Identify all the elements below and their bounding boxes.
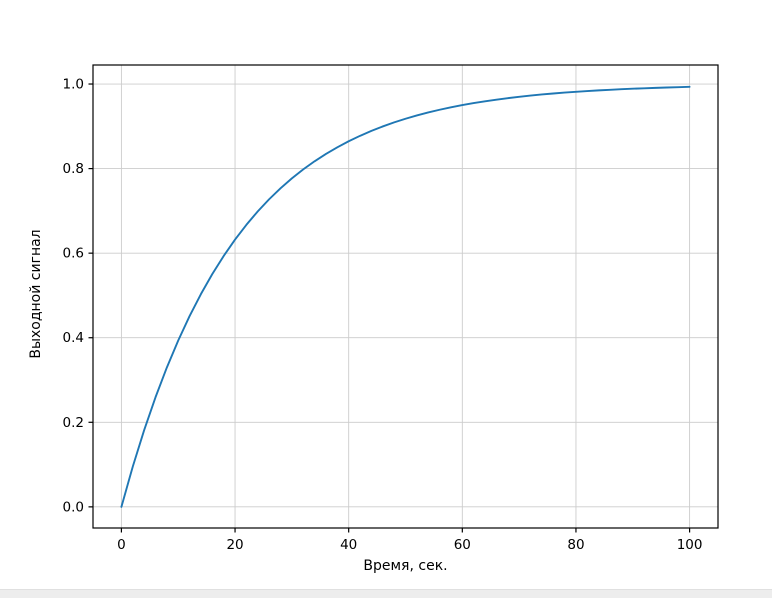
y-axis-label: Выходной сигнал: [28, 229, 44, 359]
y-tick-label: 0.8: [63, 161, 84, 177]
y-tick-label: 0.6: [63, 246, 84, 262]
bottom-strip: [0, 589, 772, 598]
y-tick-label: 0.0: [63, 499, 84, 515]
x-tick-label: 20: [226, 537, 243, 553]
x-tick-label: 0: [117, 537, 126, 553]
x-tick-label: 60: [454, 537, 471, 553]
y-tick-label: 1.0: [63, 77, 84, 93]
axes-border: [92, 64, 719, 529]
x-tick-label: 100: [677, 537, 703, 553]
data-line: [120, 85, 691, 508]
y-tick-label: 0.2: [63, 415, 84, 431]
x-tick-label: 40: [340, 537, 357, 553]
x-axis-label: Время, сек.: [363, 558, 448, 574]
x-tick-label: 80: [567, 537, 584, 553]
y-tick-label: 0.4: [63, 330, 84, 346]
